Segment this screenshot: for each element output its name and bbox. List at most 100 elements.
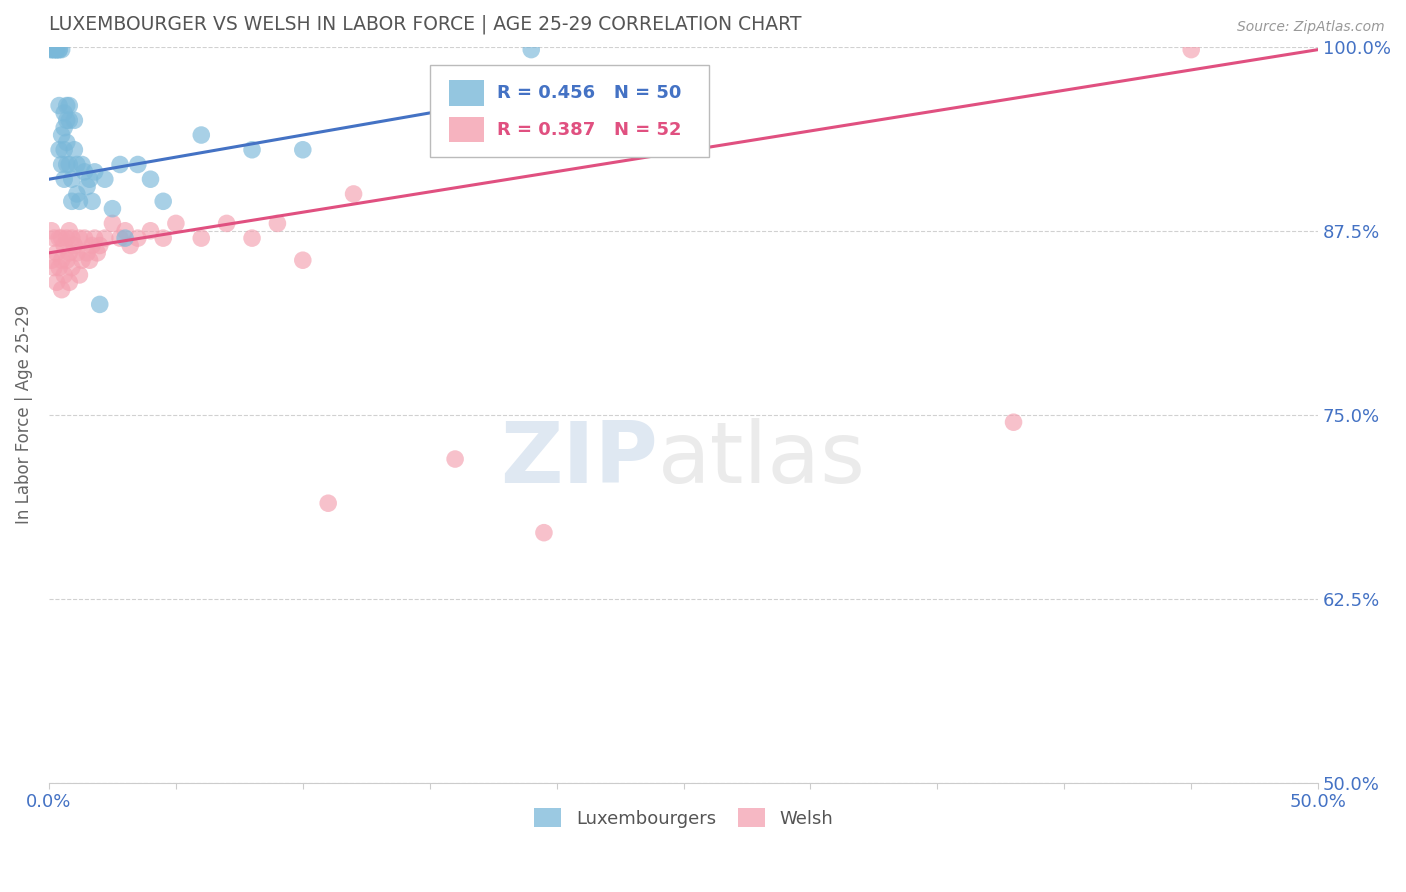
Point [70, 157, 93, 171]
Point [94, 172, 117, 186]
Point [53, 120, 76, 135]
Point [51, 43, 73, 57]
Point [51, 253, 73, 268]
Point [48, 43, 70, 57]
Point [240, 143, 263, 157]
Text: R = 0.387   N = 52: R = 0.387 N = 52 [496, 121, 682, 139]
Point [127, 157, 149, 171]
Point [291, 253, 314, 268]
FancyBboxPatch shape [430, 65, 709, 157]
Text: ZIP: ZIP [501, 417, 658, 500]
Point [66, 186, 89, 201]
Point [82, 194, 104, 209]
Point [152, 194, 174, 209]
Point [316, 496, 339, 510]
Text: LUXEMBOURGER VS WELSH IN LABOR FORCE | AGE 25-29 CORRELATION CHART: LUXEMBOURGER VS WELSH IN LABOR FORCE | A… [49, 15, 801, 35]
Point [63, 113, 86, 128]
Point [291, 143, 314, 157]
FancyBboxPatch shape [449, 79, 484, 105]
Point [73, 165, 96, 179]
Text: Source: ZipAtlas.com: Source: ZipAtlas.com [1237, 20, 1385, 34]
Point [79, 253, 101, 268]
Point [127, 231, 149, 245]
Point [58, 245, 80, 260]
Point [53, 143, 76, 157]
Point [42, 43, 65, 57]
Point [89, 238, 111, 252]
Point [76, 245, 98, 260]
Point [83, 231, 105, 245]
Point [42, 260, 65, 275]
Point [67, 231, 90, 245]
Point [86, 245, 108, 260]
Point [51, 157, 73, 171]
Point [45, 275, 67, 289]
Point [190, 231, 212, 245]
Point [45, 43, 67, 57]
Point [42, 231, 65, 245]
Point [70, 253, 93, 268]
Point [55, 231, 77, 245]
Point [66, 157, 89, 171]
Point [60, 231, 83, 245]
Point [60, 194, 83, 209]
Point [114, 224, 136, 238]
Point [42, 43, 65, 57]
Point [1002, 415, 1025, 429]
Point [48, 143, 70, 157]
Point [63, 143, 86, 157]
Point [240, 231, 263, 245]
Point [101, 202, 124, 216]
Text: atlas: atlas [658, 417, 866, 500]
Point [139, 224, 162, 238]
Point [45, 43, 67, 57]
Point [55, 136, 77, 150]
Point [53, 268, 76, 282]
Point [55, 157, 77, 171]
Point [1180, 43, 1202, 57]
Point [51, 128, 73, 142]
Point [533, 525, 555, 540]
Y-axis label: In Labor Force | Age 25-29: In Labor Force | Age 25-29 [15, 305, 32, 524]
Point [444, 452, 467, 467]
Point [215, 216, 238, 230]
Point [89, 297, 111, 311]
Point [83, 165, 105, 179]
Point [67, 194, 90, 209]
Point [45, 245, 67, 260]
Point [58, 224, 80, 238]
Point [82, 238, 104, 252]
Point [79, 172, 101, 186]
Point [520, 43, 543, 57]
Point [342, 186, 364, 201]
Point [152, 231, 174, 245]
Point [48, 98, 70, 112]
Point [190, 128, 212, 142]
Point [58, 98, 80, 112]
Point [41, 224, 63, 238]
Point [60, 260, 83, 275]
Point [73, 231, 96, 245]
Point [55, 98, 77, 112]
Point [120, 238, 142, 252]
Point [41, 253, 63, 268]
Text: R = 0.456   N = 50: R = 0.456 N = 50 [496, 84, 682, 102]
Point [53, 106, 76, 120]
Point [266, 216, 288, 230]
Point [58, 157, 80, 171]
Point [165, 216, 187, 230]
Point [51, 283, 73, 297]
Point [51, 231, 73, 245]
Point [55, 113, 77, 128]
Point [114, 231, 136, 245]
FancyBboxPatch shape [449, 117, 484, 143]
Point [41, 43, 63, 57]
Point [58, 113, 80, 128]
Point [48, 231, 70, 245]
Point [60, 172, 83, 186]
Point [101, 216, 124, 230]
Point [67, 268, 90, 282]
Point [94, 231, 117, 245]
Point [41, 43, 63, 57]
Point [139, 172, 162, 186]
